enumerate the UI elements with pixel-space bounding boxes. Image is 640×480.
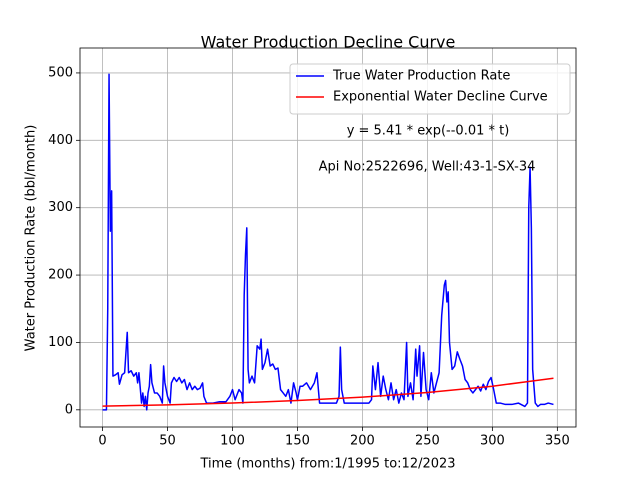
legend-label: Exponential Water Decline Curve (333, 90, 548, 105)
x-tick-label: 150 (285, 434, 310, 449)
y-tick-label: 200 (48, 268, 73, 283)
y-tick-label: 0 (65, 402, 73, 417)
x-axis-label: Time (months) from:1/1995 to:12/2023 (199, 457, 455, 472)
annotation: Api No:2522696, Well:43-1-SX-34 (319, 160, 536, 175)
x-tick-label: 350 (545, 434, 570, 449)
legend-box (289, 63, 571, 115)
x-tick-label: 100 (220, 434, 245, 449)
y-tick-label: 100 (48, 335, 73, 350)
x-tick-label: 250 (415, 434, 440, 449)
marks (102, 73, 554, 411)
x-tick-label: 50 (159, 434, 176, 449)
y-tick-label: 500 (48, 65, 73, 80)
y-tick-label: 400 (48, 133, 73, 148)
chart-title: Water Production Decline Curve (201, 33, 456, 52)
x-tick-label: 300 (480, 434, 505, 449)
y-axis-label: Water Production Rate (bbl/month) (24, 125, 39, 352)
legend-label: True Water Production Rate (332, 69, 510, 84)
annotation: y = 5.41 * exp(--0.01 * t) (347, 124, 510, 139)
data-line (102, 73, 554, 411)
plot-frame (79, 47, 577, 428)
y-tick-label: 300 (48, 200, 73, 215)
x-tick-label: 200 (350, 434, 375, 449)
data-line (102, 377, 554, 407)
x-tick-label: 0 (98, 434, 106, 449)
